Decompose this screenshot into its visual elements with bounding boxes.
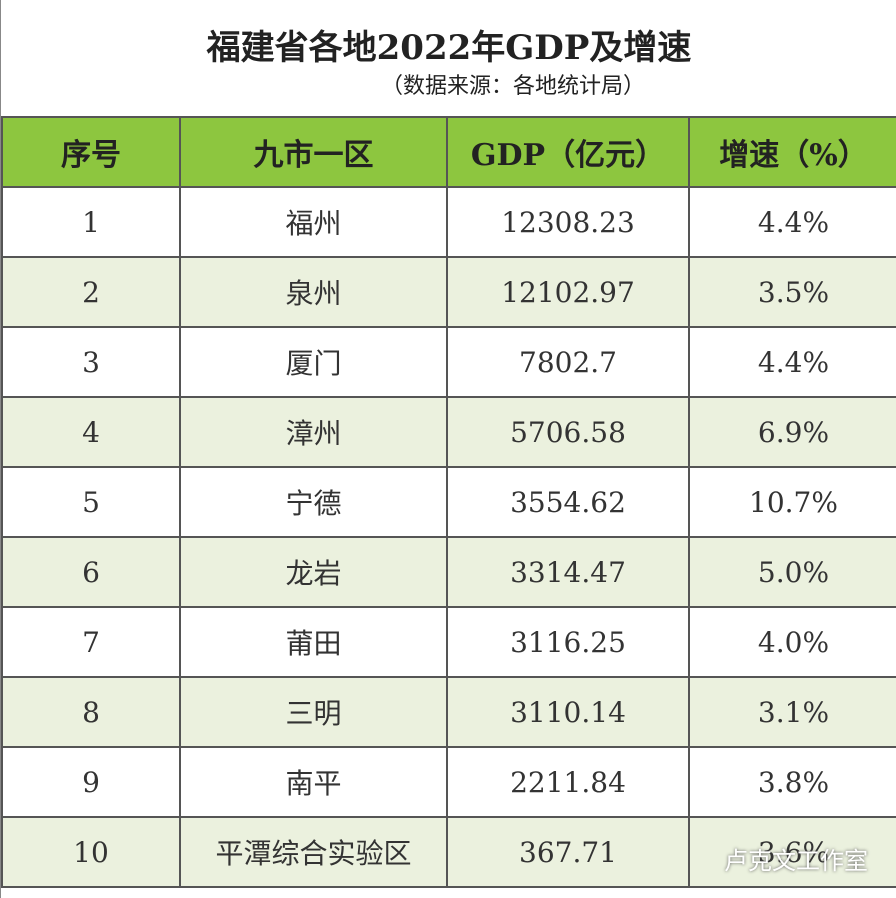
table-cell: 5	[1, 466, 181, 538]
table-cell: 3110.14	[446, 676, 690, 748]
table: 序号 九市一区 GDP（亿元） 增速（%） 1 福州 12308.23 4.4% 2 泉州 121…	[1, 116, 896, 888]
table-cell: 7802.7	[446, 326, 690, 398]
table-cell: 三明	[179, 676, 448, 748]
table-cell: 4	[1, 396, 181, 468]
table-cell: 宁德	[179, 466, 448, 538]
header-row: 序号 九市一区 GDP（亿元） 增速（%）	[1, 116, 896, 188]
table-cell: 10.7%	[688, 466, 896, 538]
table-cell: 3.8%	[688, 746, 896, 818]
table-cell: 漳州	[179, 396, 448, 468]
table-cell: 3.1%	[688, 676, 896, 748]
column-header: 九市一区	[179, 116, 448, 188]
table-cell: 3.5%	[688, 256, 896, 328]
table-cell: 2211.84	[446, 746, 690, 818]
table-cell: 福州	[179, 186, 448, 258]
table-row: 2 泉州 12102.97 3.5%	[1, 256, 896, 328]
table-cell: 3	[1, 326, 181, 398]
table-body: 1 福州 12308.23 4.4% 2 泉州 12102.97 3.5% 3 厦门 7802.7 4…	[1, 186, 896, 888]
table-row: 1 福州 12308.23 4.4%	[1, 186, 896, 258]
watermark: 卢克文工作室	[724, 847, 868, 875]
table-cell: 9	[1, 746, 181, 818]
table-cell: 3554.62	[446, 466, 690, 538]
table-cell: 6	[1, 536, 181, 608]
table-cell: 367.71	[446, 816, 690, 888]
table-row: 9 南平 2211.84 3.8%	[1, 746, 896, 818]
table-row: 4 漳州 5706.58 6.9%	[1, 396, 896, 468]
title: 福建省各地2022年GDP及增速	[206, 28, 692, 68]
table-cell: 5.0%	[688, 536, 896, 608]
table-row: 5 宁德 3554.62 10.7%	[1, 466, 896, 538]
table-cell: 5706.58	[446, 396, 690, 468]
table-cell: 南平	[179, 746, 448, 818]
table-cell: 3314.47	[446, 536, 690, 608]
table-cell: 龙岩	[179, 536, 448, 608]
table-cell: 3116.25	[446, 606, 690, 678]
table-cell: 1	[1, 186, 181, 258]
table-cell: 8	[1, 676, 181, 748]
table-cell: 12102.97	[446, 256, 690, 328]
subtitle: （数据来源：各地统计局）	[381, 74, 646, 99]
table-cell: 4.4%	[688, 326, 896, 398]
column-header: 增速（%）	[688, 116, 896, 188]
table-cell: 12308.23	[446, 186, 690, 258]
table-cell: 平潭综合实验区	[179, 816, 448, 888]
table-cell: 泉州	[179, 256, 448, 328]
table-row: 7 莆田 3116.25 4.0%	[1, 606, 896, 678]
table-cell: 3.6%	[688, 816, 896, 888]
table-row: 10 平潭综合实验区 367.71 3.6%	[1, 816, 896, 888]
column-header: 序号	[1, 116, 181, 188]
table-cell: 7	[1, 606, 181, 678]
table-cell: 厦门	[179, 326, 448, 398]
column-header: GDP（亿元）	[446, 116, 690, 188]
table-cell: 4.4%	[688, 186, 896, 258]
table-row: 3 厦门 7802.7 4.4%	[1, 326, 896, 398]
table-cell: 莆田	[179, 606, 448, 678]
table-cell: 4.0%	[688, 606, 896, 678]
table-cell: 6.9%	[688, 396, 896, 468]
table-cell: 2	[1, 256, 181, 328]
table-row: 6 龙岩 3314.47 5.0%	[1, 536, 896, 608]
table-row: 8 三明 3110.14 3.1%	[1, 676, 896, 748]
table-cell: 10	[1, 816, 181, 888]
